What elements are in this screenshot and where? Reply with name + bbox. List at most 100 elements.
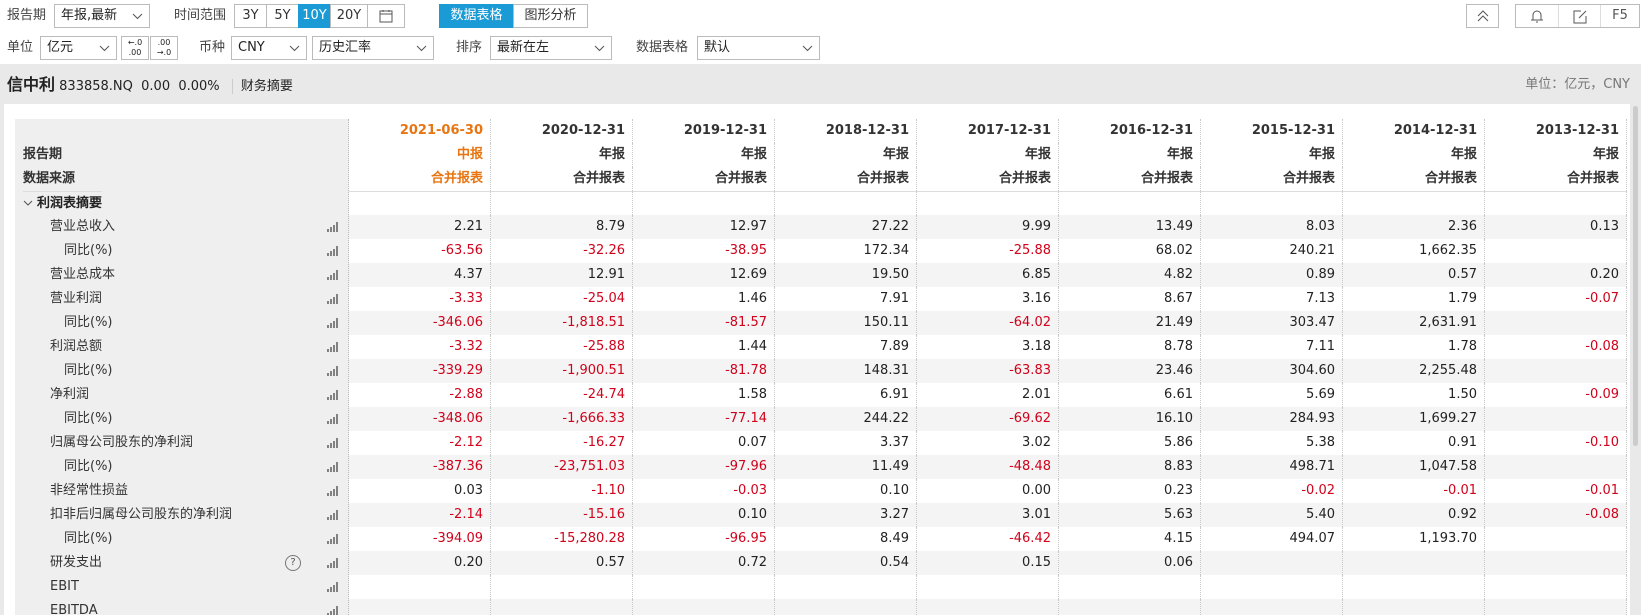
chart-icon[interactable]	[327, 438, 339, 450]
value-cell: 1.50	[1343, 383, 1485, 407]
bell-button[interactable]	[1516, 5, 1558, 27]
row-label: 利润总额	[50, 339, 103, 354]
value-cell	[1485, 311, 1627, 335]
view-button[interactable]: 图形分析	[513, 4, 588, 28]
value: 最新在左	[497, 40, 550, 55]
value-cell: 13.49	[1059, 215, 1201, 239]
value-cell	[917, 599, 1059, 615]
value-cell: 7.91	[775, 287, 917, 311]
decimal-button[interactable]: ←.0.00	[121, 36, 149, 60]
dropdown[interactable]: CNY	[231, 36, 307, 60]
dropdown[interactable]: 历史汇率	[312, 36, 434, 60]
dropdown[interactable]: 默认	[697, 36, 820, 60]
value-cell: -2.12	[349, 431, 491, 455]
value: 年报,最新	[61, 8, 118, 23]
toolbar: 报告期 年报,最新 时间范围 3Y 5Y 10Y 20Y 数据表格 图形分析 F5 单位…	[0, 0, 1641, 64]
header-cell: 2016-12-31	[1059, 119, 1201, 143]
chart-icon[interactable]	[327, 390, 339, 402]
value-cell: 2,255.48	[1343, 359, 1485, 383]
value-cell	[1059, 599, 1201, 615]
chart-icon[interactable]	[327, 342, 339, 354]
value-cell: -46.42	[917, 527, 1059, 551]
value-cell: 1.46	[633, 287, 775, 311]
section-row[interactable]: 利润表摘要	[23, 191, 103, 215]
dropdown[interactable]: 亿元	[40, 36, 117, 60]
view-button[interactable]: 数据表格	[439, 4, 514, 28]
value-cell: -0.01	[1343, 479, 1485, 503]
value-cell: 12.69	[633, 263, 775, 287]
scrollbar[interactable]	[1633, 106, 1638, 446]
value-cell: -1,818.51	[491, 311, 633, 335]
value-cell: 5.86	[1059, 431, 1201, 455]
value: 默认	[704, 40, 731, 55]
chart-icon[interactable]	[327, 414, 339, 426]
decimal-button[interactable]: .00 →.0	[150, 36, 178, 60]
chart-icon[interactable]	[327, 222, 339, 234]
label-column-bg	[15, 119, 349, 615]
value-cell: 304.60	[1201, 359, 1343, 383]
row-bg	[349, 431, 1627, 455]
chart-icon[interactable]	[327, 462, 339, 474]
value-cell: 0.57	[491, 551, 633, 575]
value-cell: -2.88	[349, 383, 491, 407]
time-range-button[interactable]: 10Y	[298, 4, 331, 28]
row-label: 非经常性损益	[50, 483, 129, 498]
refresh-button[interactable]: F5	[1600, 5, 1639, 27]
value-cell: -339.29	[349, 359, 491, 383]
value-cell: 12.91	[491, 263, 633, 287]
time-range-button[interactable]: 3Y	[234, 4, 267, 28]
tool-group: F5	[1515, 4, 1640, 28]
calendar-button[interactable]	[367, 4, 405, 28]
value-cell: 5.63	[1059, 503, 1201, 527]
value-cell: 5.38	[1201, 431, 1343, 455]
value-cell: 1,662.35	[1343, 239, 1485, 263]
value-cell	[1201, 599, 1343, 615]
value-cell: -348.06	[349, 407, 491, 431]
dropdown[interactable]: 最新在左	[490, 36, 612, 60]
row-label: 净利润	[50, 387, 90, 402]
view-group: 数据表格 图形分析	[439, 4, 588, 28]
price: 0.00	[141, 79, 171, 94]
value-cell: -25.88	[491, 335, 633, 359]
value-cell: 6.91	[775, 383, 917, 407]
chart-icon[interactable]	[327, 246, 339, 258]
chart-icon[interactable]	[327, 366, 339, 378]
chart-icon[interactable]	[327, 582, 339, 594]
value-cell: -0.07	[1485, 287, 1627, 311]
decimal-text: ←.0	[127, 38, 143, 47]
chart-icon[interactable]	[327, 510, 339, 522]
stock-code: 833858.NQ	[59, 79, 133, 94]
chart-icon[interactable]	[327, 318, 339, 330]
value-cell: -16.27	[491, 431, 633, 455]
help-icon[interactable]: ?	[285, 555, 301, 571]
tab[interactable]: 财务摘要	[240, 79, 293, 94]
time-range-button[interactable]: 20Y	[330, 4, 368, 28]
row-label: EBITDA	[50, 603, 98, 615]
chart-icon[interactable]	[327, 294, 339, 306]
chart-icon[interactable]	[327, 534, 339, 546]
label: 报告期	[7, 8, 47, 23]
collapse-button[interactable]	[1466, 4, 1499, 28]
row-bg	[349, 215, 1627, 239]
value-cell: 150.11	[775, 311, 917, 335]
edit-button[interactable]	[1558, 5, 1600, 27]
header-cell: 2021-06-30	[349, 119, 491, 143]
value-cell: 240.21	[1201, 239, 1343, 263]
value-cell: 148.31	[775, 359, 917, 383]
chart-icon[interactable]	[327, 606, 339, 615]
value-cell: 2.36	[1343, 215, 1485, 239]
chart-icon[interactable]	[327, 558, 339, 570]
value: 亿元	[47, 40, 74, 55]
value-cell: 3.37	[775, 431, 917, 455]
value-cell: -0.09	[1485, 383, 1627, 407]
value-cell: 3.18	[917, 335, 1059, 359]
chart-icon[interactable]	[327, 270, 339, 282]
chart-icon[interactable]	[327, 486, 339, 498]
row-label: 归属母公司股东的净利润	[50, 435, 194, 450]
section-title: 利润表摘要	[37, 196, 103, 211]
time-range-button[interactable]: 5Y	[266, 4, 299, 28]
value-cell	[1485, 239, 1627, 263]
dropdown[interactable]: 年报,最新	[54, 4, 150, 28]
value-cell: 11.49	[775, 455, 917, 479]
value-cell: 494.07	[1201, 527, 1343, 551]
